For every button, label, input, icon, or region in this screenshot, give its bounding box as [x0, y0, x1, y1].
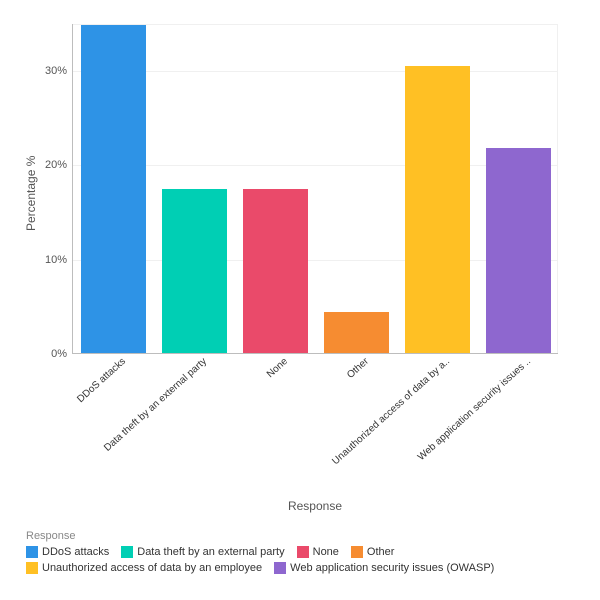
y-axis-title: Percentage % — [24, 156, 38, 231]
legend-swatch — [297, 546, 309, 558]
x-axis-title: Response — [72, 499, 558, 513]
legend-item: None — [297, 546, 339, 558]
x-tick-label: Unauthorized access of data by a.. — [308, 353, 452, 485]
y-tick-label: 0% — [51, 348, 73, 360]
bar — [162, 189, 227, 353]
x-tick-label: None — [146, 353, 290, 485]
x-tick-label: Web application security issues .. — [389, 353, 533, 485]
x-tick-label: Data theft by an external party — [65, 353, 209, 485]
legend: DDoS attacks Data theft by an external pa… — [26, 546, 580, 574]
bar — [243, 189, 308, 353]
bar — [486, 148, 551, 353]
legend-swatch — [26, 562, 38, 574]
legend-swatch — [121, 546, 133, 558]
legend-title: Response — [26, 530, 76, 542]
legend-label: Data theft by an external party — [137, 546, 284, 558]
legend-item: Data theft by an external party — [121, 546, 284, 558]
x-tick-label: Other — [227, 353, 371, 485]
legend-label: Unauthorized access of data by an employ… — [42, 562, 262, 574]
bar — [405, 66, 470, 353]
legend-swatch — [26, 546, 38, 558]
chart-container: 0%10%20%30%DDoS attacksData theft by an … — [0, 0, 600, 600]
y-tick-label: 20% — [45, 159, 73, 171]
legend-label: None — [313, 546, 339, 558]
legend-item: Unauthorized access of data by an employ… — [26, 562, 262, 574]
x-tick-label: DDoS attacks — [0, 353, 128, 485]
legend-item: DDoS attacks — [26, 546, 109, 558]
bar — [324, 312, 389, 353]
legend-swatch — [274, 562, 286, 574]
y-tick-label: 10% — [45, 254, 73, 266]
plot-right-border — [557, 24, 558, 353]
legend-item: Other — [351, 546, 395, 558]
bar — [81, 25, 146, 353]
legend-label: DDoS attacks — [42, 546, 109, 558]
y-tick-label: 30% — [45, 65, 73, 77]
plot-area: 0%10%20%30%DDoS attacksData theft by an … — [72, 24, 558, 354]
legend-item: Web application security issues (OWASP) — [274, 562, 494, 574]
legend-swatch — [351, 546, 363, 558]
legend-label: Other — [367, 546, 395, 558]
legend-label: Web application security issues (OWASP) — [290, 562, 494, 574]
